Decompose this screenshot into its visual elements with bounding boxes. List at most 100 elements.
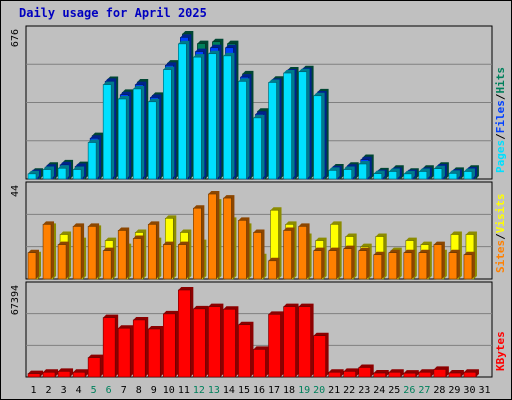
pages-bar — [418, 171, 428, 180]
sites-bar — [193, 207, 202, 280]
sites-bar — [418, 252, 428, 280]
sites-bar — [373, 254, 383, 280]
pages-bar — [178, 43, 187, 180]
kbytes-bar — [193, 308, 206, 378]
kbytes-bar-side — [433, 366, 449, 377]
x-tick-label: 21 — [328, 385, 340, 396]
pages-bar — [313, 95, 322, 180]
sites-bar — [328, 250, 337, 280]
legend-entry: Visits — [494, 194, 507, 234]
pages-bar — [102, 84, 112, 180]
kbytes-bar — [373, 372, 387, 378]
sites-bar — [87, 226, 97, 280]
kbytes-bar — [328, 371, 341, 378]
kbytes-bar-side — [28, 370, 43, 377]
sites-bar — [117, 230, 127, 280]
sites-bar — [178, 244, 187, 280]
x-tick-label: 17 — [268, 385, 280, 396]
kbytes-bar — [178, 289, 191, 378]
hits-panel-y-max-label: 676 — [10, 29, 21, 47]
pages-bar — [358, 163, 368, 180]
x-tick-label: 14 — [223, 385, 235, 396]
x-tick-label: 3 — [61, 385, 67, 396]
kbytes-bar-side — [388, 369, 404, 377]
kbytes-bar-side — [373, 369, 389, 377]
kbytes-bar-side — [73, 369, 89, 377]
x-tick-label: 25 — [388, 385, 400, 396]
sites-bar — [132, 238, 142, 280]
x-tick-label: 20 — [313, 385, 325, 396]
pages-bar — [298, 71, 307, 180]
x-tick-label: 24 — [373, 385, 385, 396]
x-tick-label: 27 — [418, 385, 430, 396]
x-tick-label: 23 — [358, 385, 370, 396]
legend-entry: Pages — [494, 140, 507, 173]
sites-bar — [268, 260, 277, 280]
x-tick-label: 12 — [193, 385, 205, 396]
pages-bar — [57, 167, 67, 180]
kbytes-bar — [358, 367, 372, 378]
x-tick-label: 18 — [283, 385, 295, 396]
kbytes-bar — [147, 328, 161, 378]
pages-bar — [208, 53, 217, 180]
kbytes-bar — [268, 314, 281, 378]
pages-bar — [162, 69, 172, 180]
kbytes-bar — [27, 373, 41, 378]
kbytes-bar — [448, 372, 462, 378]
sites-bar — [253, 232, 262, 280]
x-tick-label: 16 — [253, 385, 265, 396]
kbytes-bar — [343, 371, 356, 378]
pages-bar — [448, 173, 458, 180]
x-tick-label: 30 — [463, 385, 475, 396]
kbytes-panel-y-max-label: 67394 — [10, 285, 21, 315]
hits-panel-legend: Pages/Files/Hits — [494, 67, 507, 173]
kbytes-bar — [388, 371, 402, 378]
kbytes-bar — [132, 319, 146, 378]
pages-bar — [147, 101, 157, 180]
pages-bar — [463, 171, 473, 180]
sites-bar — [448, 252, 458, 280]
legend-entry: Hits — [494, 67, 507, 94]
sites-bar — [388, 252, 398, 280]
kbytes-bar — [433, 369, 447, 378]
kbytes-bar-side — [43, 369, 59, 377]
x-tick-label: 11 — [178, 385, 190, 396]
x-tick-label: 13 — [208, 385, 220, 396]
legend-entry: Sites — [494, 240, 507, 273]
legend-entry: / — [494, 93, 507, 100]
x-tick-label: 10 — [163, 385, 175, 396]
x-tick-label: 2 — [46, 385, 52, 396]
kbytes-bar-side — [463, 369, 479, 377]
sites-bar — [102, 250, 112, 280]
pages-bar — [238, 81, 247, 180]
legend-entry: / — [494, 233, 507, 240]
pages-bar — [433, 168, 443, 180]
sites-bar — [162, 244, 172, 280]
x-tick-label: 19 — [298, 385, 310, 396]
pages-bar — [132, 88, 142, 180]
kbytes-bar — [72, 371, 86, 378]
kbytes-bar-side — [418, 369, 434, 377]
kbytes-bar-side — [448, 369, 464, 377]
pages-bar — [223, 55, 232, 180]
kbytes-bar — [253, 349, 266, 378]
kbytes-bar — [87, 357, 101, 378]
sites-bar — [313, 250, 322, 280]
kbytes-bar — [42, 371, 56, 378]
kbytes-bar — [298, 306, 311, 378]
x-tick-label: 8 — [136, 385, 142, 396]
sites-bar — [343, 248, 352, 280]
sites-bar — [298, 226, 307, 280]
sites-bar — [208, 193, 217, 280]
legend-entry: Files — [494, 100, 507, 133]
visits-panel-legend: Sites/Visits — [494, 194, 507, 274]
kbytes-bar — [208, 306, 221, 378]
sites-bar — [223, 197, 232, 280]
kbytes-bar-side — [328, 369, 344, 377]
sites-bar — [283, 230, 292, 280]
sites-bar — [27, 252, 37, 280]
pages-bar — [268, 82, 277, 180]
kbytes-bar — [102, 317, 116, 378]
kbytes-bar — [463, 371, 477, 378]
